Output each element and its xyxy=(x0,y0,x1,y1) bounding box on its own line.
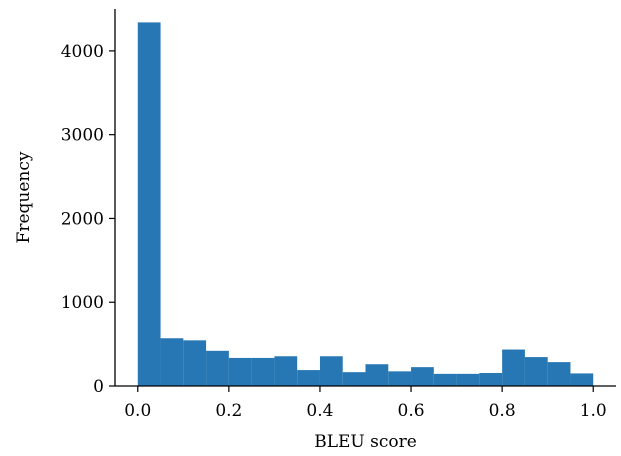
x-tick-label: 0.4 xyxy=(306,401,333,421)
histogram-bar xyxy=(228,357,252,386)
histogram-bar xyxy=(160,338,184,386)
y-tick-label: 2000 xyxy=(61,209,104,229)
x-tick-label: 1.0 xyxy=(580,401,607,421)
histogram-bar xyxy=(183,340,207,386)
histogram-bar xyxy=(433,373,457,386)
histogram-bar xyxy=(456,373,480,386)
y-axis-title: Frequency xyxy=(14,151,34,243)
y-tick-label: 4000 xyxy=(61,42,104,62)
histogram-bar xyxy=(297,370,320,386)
histogram-bars xyxy=(137,22,594,386)
histogram-bar xyxy=(251,357,275,386)
histogram-bar xyxy=(547,362,571,386)
y-axis-ticks: 0 1000 2000 3000 4000 xyxy=(61,42,115,397)
x-tick-label: 0.2 xyxy=(215,401,242,421)
x-tick-label: 0.8 xyxy=(489,401,516,421)
histogram-bar xyxy=(479,373,503,386)
x-tick-label: 0.0 xyxy=(124,401,151,421)
histogram-bar xyxy=(411,367,434,386)
histogram-bar xyxy=(502,349,525,386)
histogram-bar xyxy=(388,371,412,386)
histogram-bar xyxy=(137,22,161,386)
histogram-bar xyxy=(570,373,594,386)
histogram-bar xyxy=(274,356,298,386)
x-axis-title: BLEU score xyxy=(314,432,417,452)
y-tick-label: 3000 xyxy=(61,126,104,146)
histogram-bar xyxy=(206,350,229,386)
histogram-bar xyxy=(342,372,366,386)
y-tick-label: 0 xyxy=(93,377,104,397)
y-tick-label: 1000 xyxy=(61,293,104,313)
histogram-bar xyxy=(524,357,548,386)
histogram-bar xyxy=(365,364,389,386)
x-axis-ticks: 0.0 0.2 0.4 0.6 0.8 1.0 xyxy=(124,386,607,421)
x-tick-label: 0.6 xyxy=(398,401,425,421)
histogram-bar xyxy=(319,356,343,386)
